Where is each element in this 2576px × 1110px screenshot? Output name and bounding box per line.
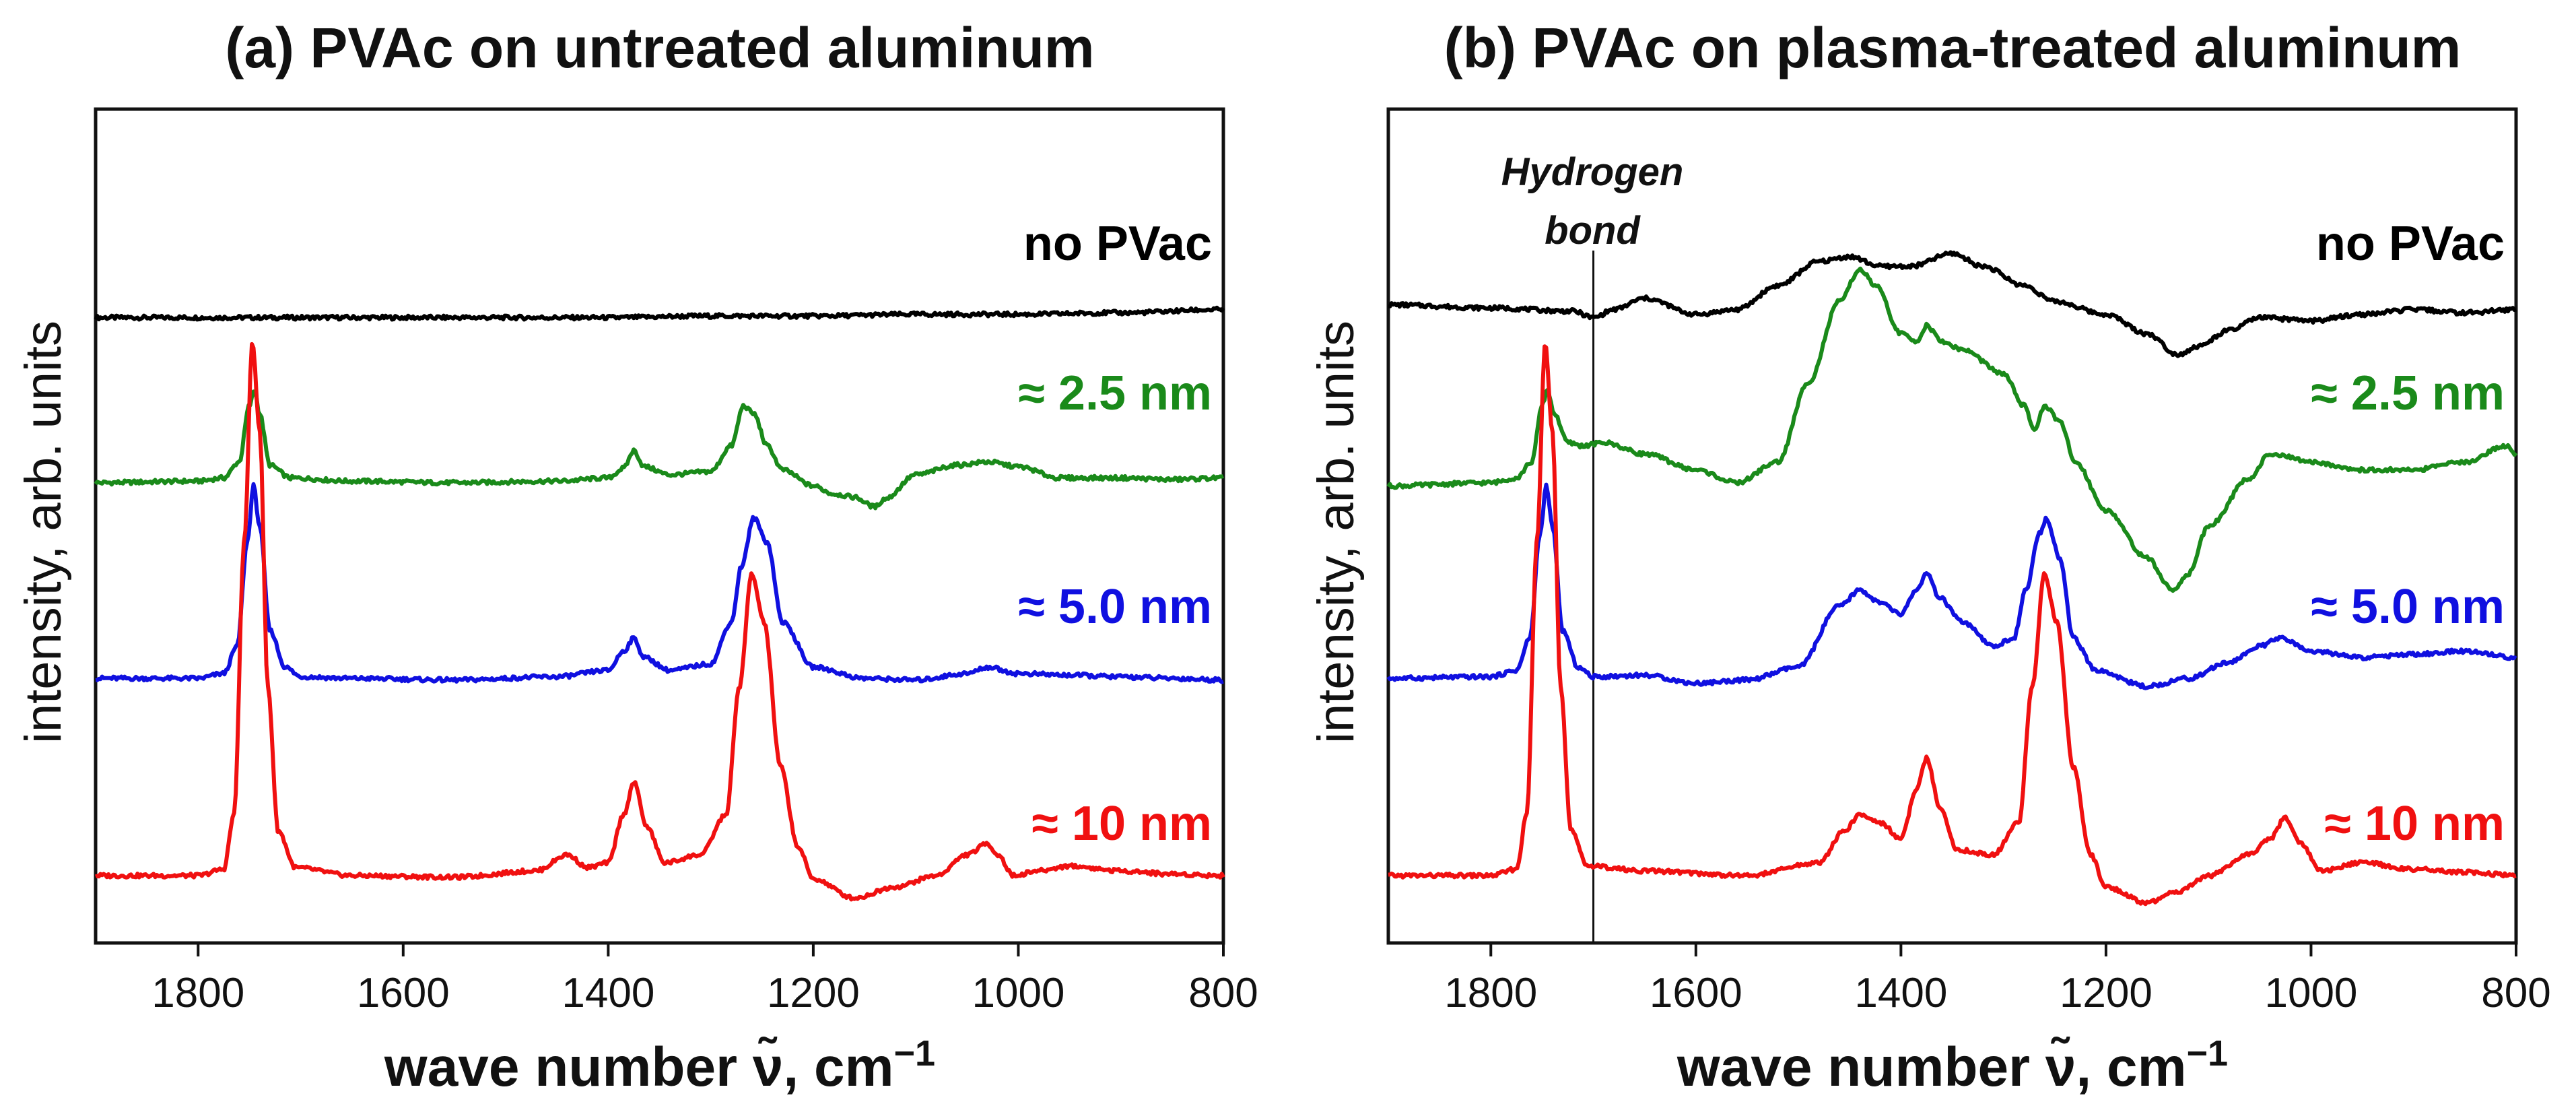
panel-b-y-axis-label: intensity, arb. units [1308,321,1365,744]
panel-a-curves [94,305,1225,902]
panel-a-y-axis-label: intensity, arb. units [15,321,72,744]
panel-b-curve-5-0-nm [1386,482,2517,690]
panel-b-xlabel-sup: −1 [2187,1033,2229,1074]
panel-a-x-ticks: 1800 1600 1400 1200 1000 800 [151,943,1258,1016]
panel-a-x-tick-label-1400: 1400 [562,970,654,1016]
panel-b-x-axis-label: wave number ν̃, cm−1 [1676,1033,2228,1098]
panel-a-x-tick-label-1000: 1000 [972,970,1064,1016]
panel-a-label-no-pvac: no PVac [1023,217,1212,271]
panel-b-plot-frame [1386,107,2518,945]
panel-b-xlabel-symbol: ν̃ [2045,1036,2076,1098]
panel-a-label-2-5nm: ≈ 2.5 nm [1018,366,1212,420]
panel-a-curve-2-5-nm [94,389,1225,511]
panel-a: (a) PVAc on untreated aluminum intensity… [15,16,1258,1098]
panel-b-title: (b) PVAc on plasma-treated aluminum [1444,16,2462,79]
panel-b-x-ticks: 1800 1600 1400 1200 1000 800 [1444,943,2551,1016]
panel-b-x-tick-label-1800: 1800 [1444,970,1537,1016]
panel-a-x-axis-label: wave number ν̃, cm−1 [384,1033,935,1098]
panel-a-xlabel-symbol: ν̃ [753,1036,784,1098]
panel-a-label-10nm: ≈ 10 nm [1031,797,1212,851]
panel-b-curves [1386,250,2518,907]
panel-a-plot-frame [94,107,1225,945]
panel-a-xlabel-text: wave number [384,1037,737,1098]
panel-b-curve-2-5-nm [1386,266,2518,593]
panel-a-xlabel-unit: , cm [783,1037,893,1098]
panel-a-x-tick-label-800: 800 [1188,970,1258,1016]
panel-b-label-2-5nm: ≈ 2.5 nm [2311,366,2505,420]
panel-b-x-tick-label-800: 800 [2481,970,2550,1016]
panel-b-x-tick-label-1400: 1400 [1854,970,1947,1016]
panel-a-x-tick-label-1200: 1200 [767,970,860,1016]
panel-b-xlabel-unit: , cm [2076,1037,2186,1098]
panel-b-label-no-pvac: no PVac [2316,217,2505,271]
panel-b: (b) PVAc on plasma-treated aluminum inte… [1308,16,2551,1098]
panel-a-x-tick-label-1600: 1600 [357,970,450,1016]
panel-a-curve-no-pvac [94,305,1225,322]
panel-a-label-5-0nm: ≈ 5.0 nm [1018,580,1212,634]
panel-a-xlabel-sup: −1 [894,1033,936,1074]
panel-b-x-tick-label-1600: 1600 [1650,970,1742,1016]
panel-b-label-10nm: ≈ 10 nm [2324,797,2505,851]
panel-a-curve-10-nm [94,341,1225,902]
panel-b-x-tick-label-1000: 1000 [2264,970,2357,1016]
panel-b-curve-10-nm [1388,344,2517,907]
panel-a-x-tick-label-1800: 1800 [151,970,244,1016]
panel-b-x-tick-label-1200: 1200 [2060,970,2153,1016]
panel-a-curve-5-0-nm [95,482,1224,684]
panel-b-label-5-0nm: ≈ 5.0 nm [2311,580,2505,634]
panel-a-title: (a) PVAc on untreated aluminum [225,16,1094,79]
panel-b-annotation-line2: bond [1545,209,1641,253]
panel-b-curve-no-pvac [1388,250,2517,358]
panel-b-xlabel-text: wave number [1676,1037,2030,1098]
panel-b-annotation-line1: Hydrogen [1501,150,1684,194]
